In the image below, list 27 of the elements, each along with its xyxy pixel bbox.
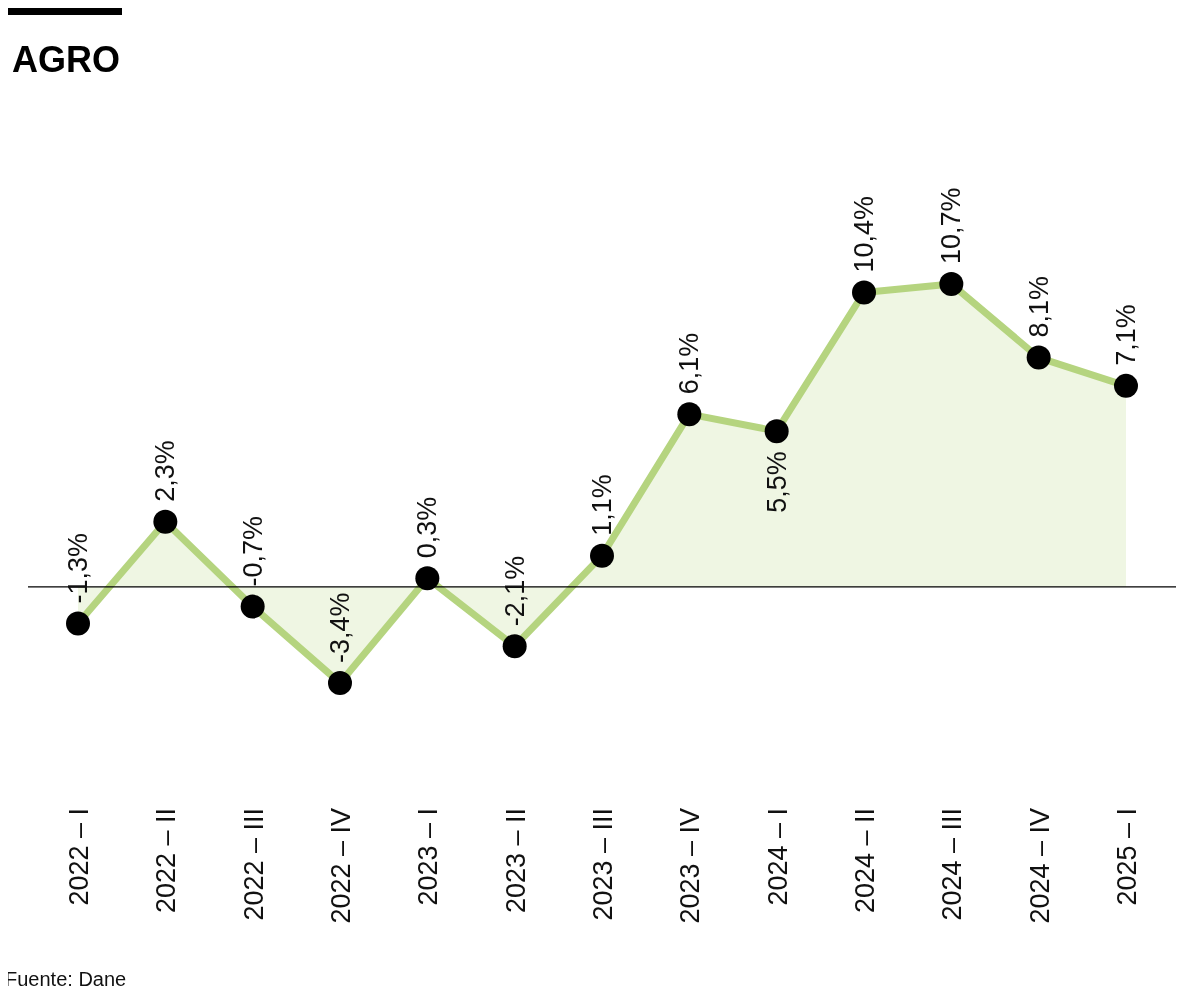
x-tick-label: 2023 – III (588, 808, 618, 921)
x-tick-label: 2023 – I (413, 808, 444, 906)
data-label: 6,1% (674, 332, 705, 395)
x-tick-label: 2022 – IV (326, 808, 356, 924)
data-label: 5,5% (761, 451, 792, 513)
x-tick-label: 2023 – IV (675, 808, 706, 924)
x-tick-label: 2023 – II (500, 808, 531, 914)
x-tick-label: 2022 – I (64, 808, 94, 906)
x-tick-label: 2022 – III (238, 808, 269, 921)
data-label: 2,3% (150, 440, 181, 502)
data-label: 1,1% (587, 474, 617, 536)
x-tick-label: 2024 – IV (1024, 808, 1055, 924)
data-label: -2,1% (499, 555, 530, 627)
data-label: -0,7% (237, 516, 268, 587)
data-label: 0,3% (412, 496, 443, 559)
x-tick-label: 2022 – II (151, 808, 182, 914)
data-label: 8,1% (1023, 276, 1054, 338)
x-tick-label: 2024 – I (762, 808, 793, 906)
data-label: 7,1% (1111, 304, 1141, 366)
data-label: 10,7% (936, 187, 967, 264)
chart-title: AGRO (12, 39, 120, 80)
data-label: 10,4% (849, 195, 879, 273)
x-tick-label: 2024 – II (850, 808, 880, 914)
data-label: -3,4% (325, 592, 355, 663)
x-tick-label: 2024 – III (937, 808, 968, 921)
x-tick-label: 2025 – I (1112, 808, 1142, 906)
data-label: -1,3% (63, 533, 93, 604)
